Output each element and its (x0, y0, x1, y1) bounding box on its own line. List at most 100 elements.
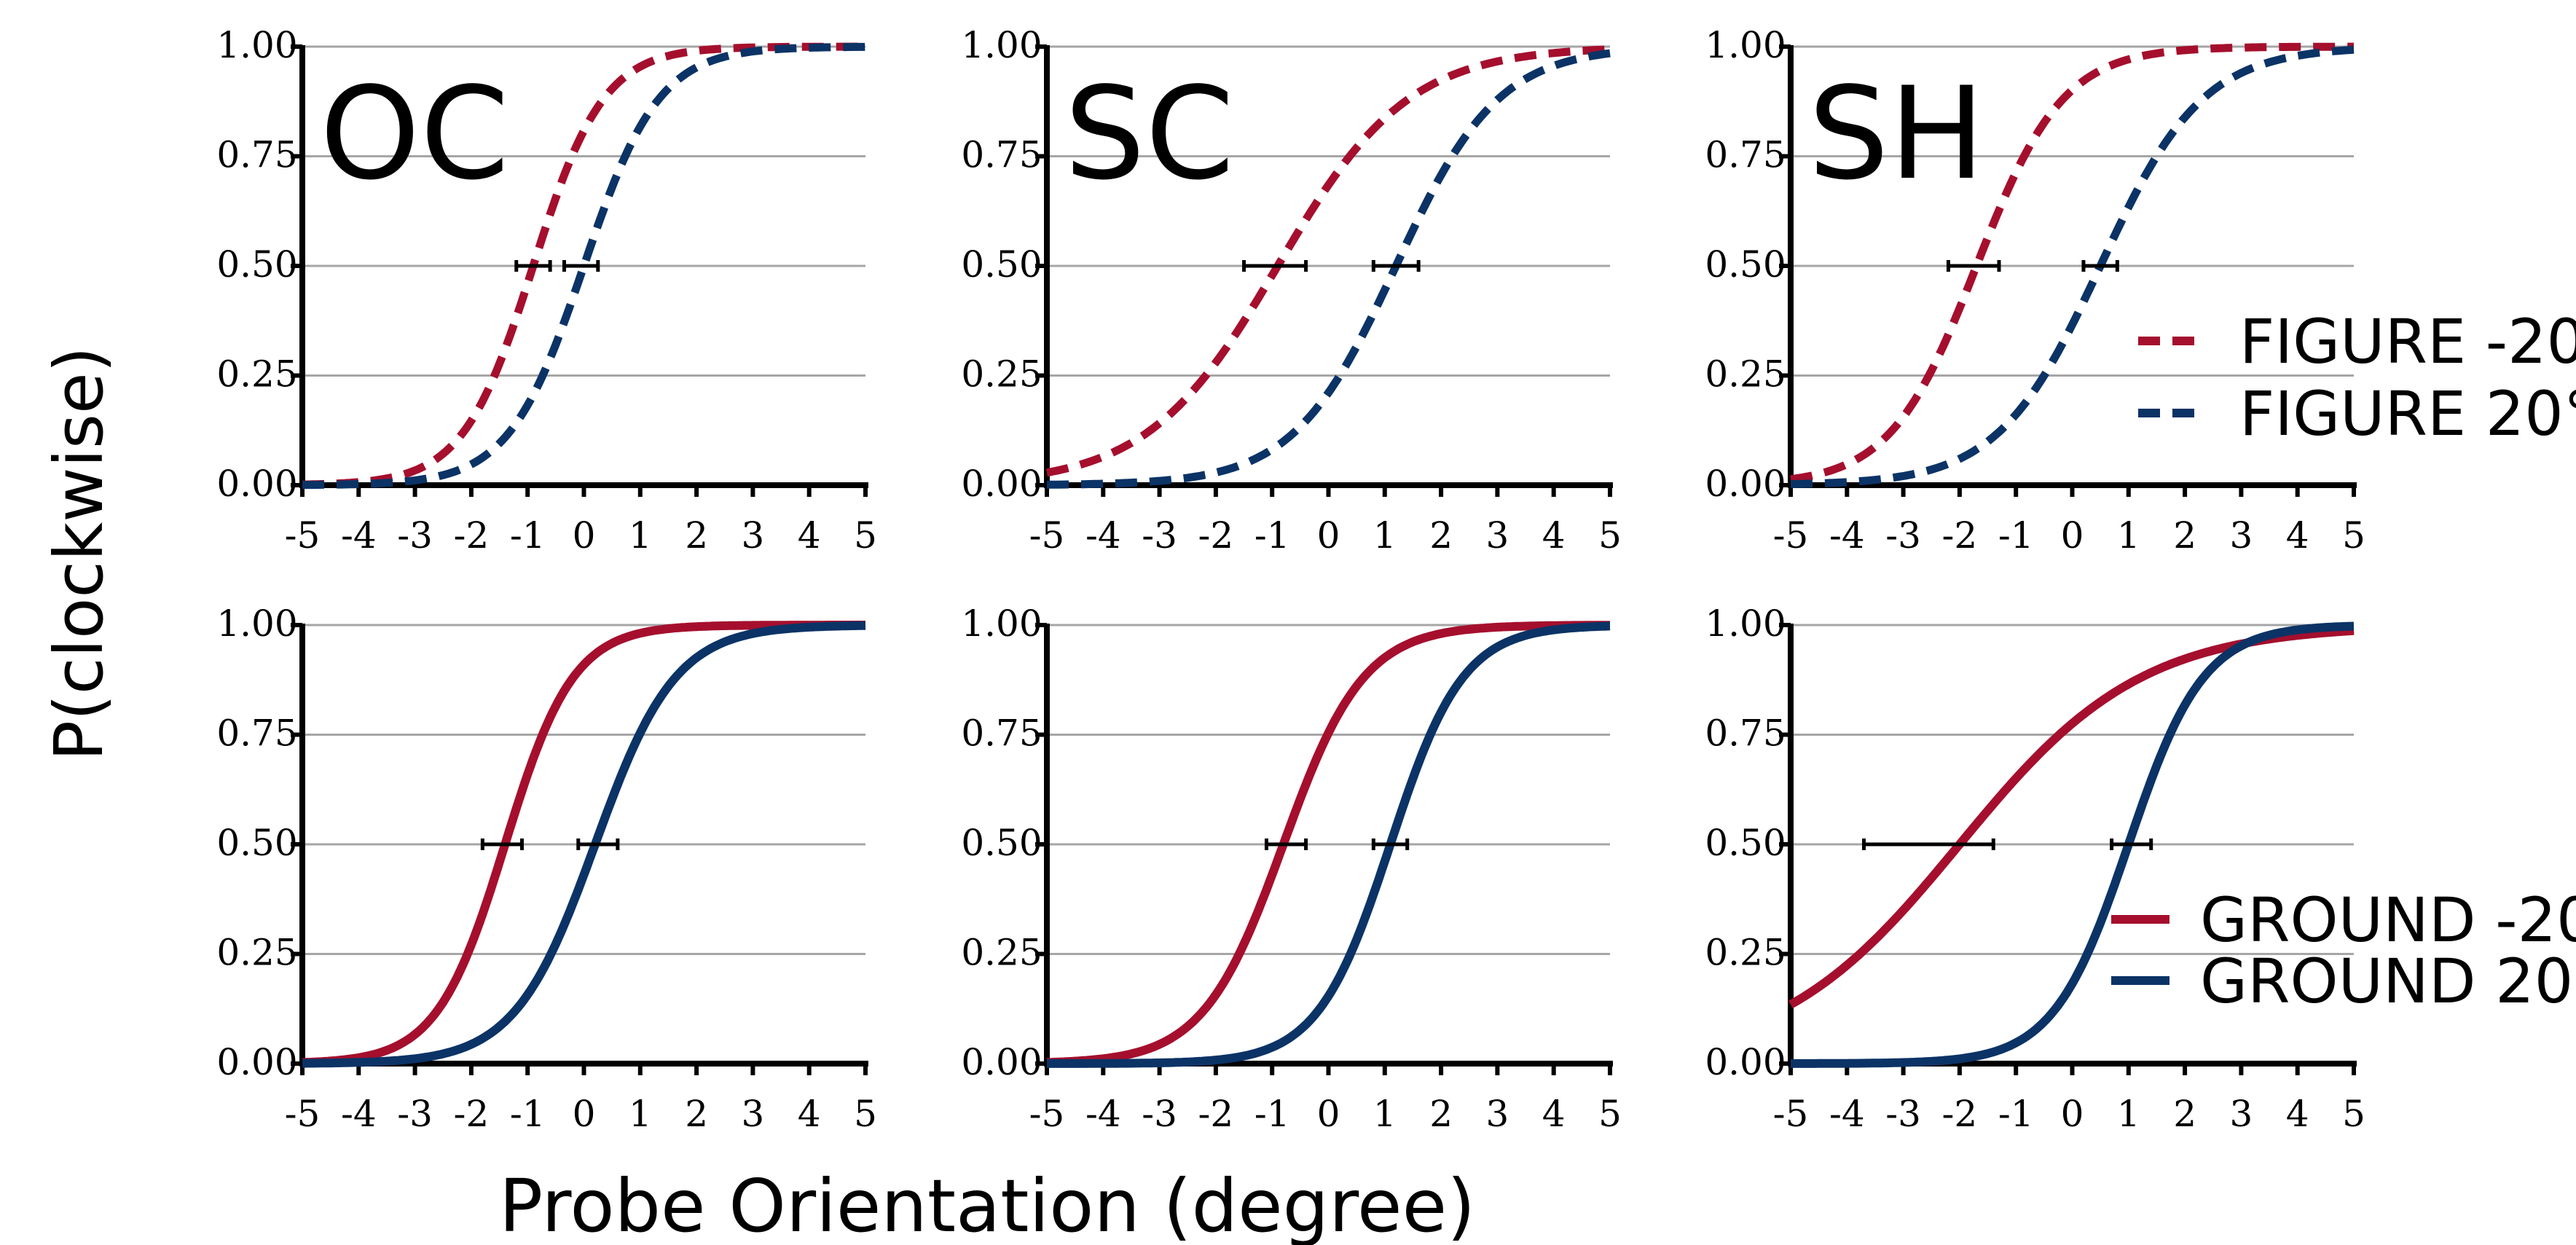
x-tick-label: 0 (573, 1093, 596, 1135)
x-tick-label: 4 (1542, 514, 1566, 557)
x-tick-label: -2 (1942, 1093, 1978, 1135)
y-tick-label: 0.50 (216, 243, 297, 286)
y-tick-label: 0.75 (1705, 134, 1786, 176)
y-tick-label: 0.25 (961, 932, 1042, 974)
x-tick-label: 0 (1317, 514, 1340, 557)
panel-5: 0.00 0.25 0.50 0.75 1.00 -5 -4 -3 -2 -1 0 1 2 3 4 5 (961, 602, 1622, 1135)
panel-4: 0.00 0.25 0.50 0.75 1.00 -5 -4 -3 -2 -1 0 1 2 3 4 5 (216, 602, 877, 1135)
y-tick-label: 0.75 (216, 712, 297, 755)
y-tick-label: 0.00 (1705, 463, 1786, 505)
y-axis-title: P(clockwise) (40, 347, 118, 761)
y-tick-label: 0.25 (961, 353, 1042, 396)
x-tick-label: 3 (741, 514, 764, 557)
y-tick-label: 0.00 (1705, 1041, 1786, 1083)
x-tick-label: 1 (1373, 514, 1397, 557)
panel-1: 0.00 0.25 0.50 0.75 1.00 -5 -4 -3 -2 -1 0 1 2 3 4 5 OC (216, 24, 877, 557)
x-tick-label: -1 (1254, 1093, 1290, 1135)
x-tick-label: -2 (1198, 514, 1234, 557)
curve-plus20 (1047, 49, 1611, 489)
y-tick-label: 0.75 (1705, 712, 1786, 755)
y-tick-label: 0.00 (216, 1041, 297, 1083)
x-tick-label: -5 (285, 514, 321, 557)
panel-6: 0.00 0.25 0.50 0.75 1.00 -5 -4 -3 -2 -1 0 1 2 3 4 5 (1705, 602, 2365, 1135)
y-tick-label: 0.50 (1705, 822, 1786, 864)
curve-plus20 (1790, 45, 2355, 489)
x-tick-label: -4 (1085, 1093, 1121, 1135)
x-tick-label: -2 (1198, 1093, 1234, 1135)
curve-minus20 (302, 621, 865, 1067)
x-tick-label: -2 (454, 514, 490, 557)
x-tick-label: 3 (741, 1093, 764, 1135)
y-tick-label: 1.00 (216, 24, 297, 66)
x-tick-label: -2 (1942, 514, 1978, 557)
y-tick-label: 1.00 (961, 24, 1042, 66)
x-tick-label: 3 (2229, 514, 2253, 557)
curve-minus20 (1790, 42, 2354, 484)
x-tick-label: 1 (629, 1093, 652, 1135)
x-axis-title: Probe Orientation (degree) (499, 1163, 1475, 1245)
panels-group: 0.000.250.500.751.00-5 -4 -3 -2 -1 0 1 2 3 4 5OC0.… (216, 24, 2365, 1135)
x-tick-label: 0 (573, 514, 596, 557)
y-tick-label: 0.75 (961, 134, 1042, 176)
x-tick-label: 1 (1373, 1093, 1397, 1135)
x-tick-label: -3 (397, 1093, 433, 1135)
x-tick-label: 4 (1542, 1093, 1566, 1135)
x-tick-label: 2 (685, 514, 708, 557)
x-tick-label: 3 (2229, 1093, 2253, 1135)
x-tick-label: 2 (685, 1093, 708, 1135)
curve-plus20 (1791, 621, 2355, 1068)
curve-plus20 (302, 621, 866, 1068)
x-tick-label: 0 (2061, 1093, 2084, 1135)
panel-title: OC (320, 60, 509, 208)
y-tick-label: 1.00 (1705, 602, 1786, 645)
x-tick-label: 4 (798, 1093, 821, 1135)
y-tick-label: 0.25 (1705, 932, 1786, 974)
x-tick-label: -3 (1885, 514, 1921, 557)
x-tick-label: 1 (2117, 1093, 2140, 1135)
y-tick-label: 0.50 (961, 822, 1042, 864)
y-tick-label: 0.00 (961, 1041, 1042, 1083)
curve-minus20 (302, 42, 866, 489)
y-tick-label: 0.25 (216, 932, 297, 974)
x-tick-label: 5 (2342, 514, 2365, 557)
x-tick-label: -3 (1142, 514, 1177, 557)
x-tick-label: -1 (1998, 514, 2034, 557)
y-tick-label: 0.75 (216, 134, 297, 176)
x-tick-label: 5 (1598, 514, 1622, 557)
x-tick-label: -1 (510, 514, 546, 557)
x-tick-label: -3 (397, 514, 433, 557)
x-tick-label: 4 (798, 514, 821, 557)
x-tick-label: -4 (341, 514, 377, 557)
x-tick-label: 2 (2173, 1093, 2196, 1135)
y-tick-label: 0.50 (961, 243, 1042, 286)
x-tick-label: -5 (1029, 514, 1065, 557)
curve-plus20 (1046, 621, 1611, 1068)
y-tick-label: 0.50 (1705, 243, 1786, 286)
y-tick-label: 0.25 (216, 353, 297, 396)
x-tick-label: 4 (2286, 514, 2309, 557)
x-tick-label: 4 (2286, 1093, 2309, 1135)
x-tick-label: 0 (1317, 1093, 1340, 1135)
x-tick-label: 2 (1429, 1093, 1453, 1135)
y-tick-label: 0.50 (216, 822, 297, 864)
legend-label: FIGURE -20° (2239, 306, 2576, 377)
x-tick-label: 5 (854, 1093, 877, 1135)
x-tick-label: -4 (1085, 514, 1121, 557)
x-tick-label: -4 (1829, 1093, 1865, 1135)
y-tick-label: 0.00 (216, 463, 297, 505)
curve-minus20 (1046, 621, 1610, 1067)
legend-label: FIGURE 20° (2239, 378, 2576, 449)
x-tick-label: 1 (2117, 514, 2140, 557)
curve-minus20 (1046, 45, 1611, 477)
x-tick-label: 3 (1485, 514, 1509, 557)
panel-title: SC (1064, 60, 1234, 208)
x-tick-label: -5 (1029, 1093, 1065, 1135)
panel-3: 0.00 0.25 0.50 0.75 1.00 -5 -4 -3 -2 -1 0 1 2 3 4 5 SH (1705, 24, 2365, 557)
x-tick-label: 5 (854, 514, 877, 557)
x-tick-label: -3 (1142, 1093, 1177, 1135)
x-tick-label: -5 (285, 1093, 321, 1135)
x-tick-label: 3 (1485, 1093, 1509, 1135)
legends-group: FIGURE -20°FIGURE 20° GROUND -20°GROUND 2… (2111, 306, 2576, 1017)
x-tick-label: -4 (1829, 514, 1865, 557)
y-tick-label: 1.00 (961, 602, 1042, 645)
